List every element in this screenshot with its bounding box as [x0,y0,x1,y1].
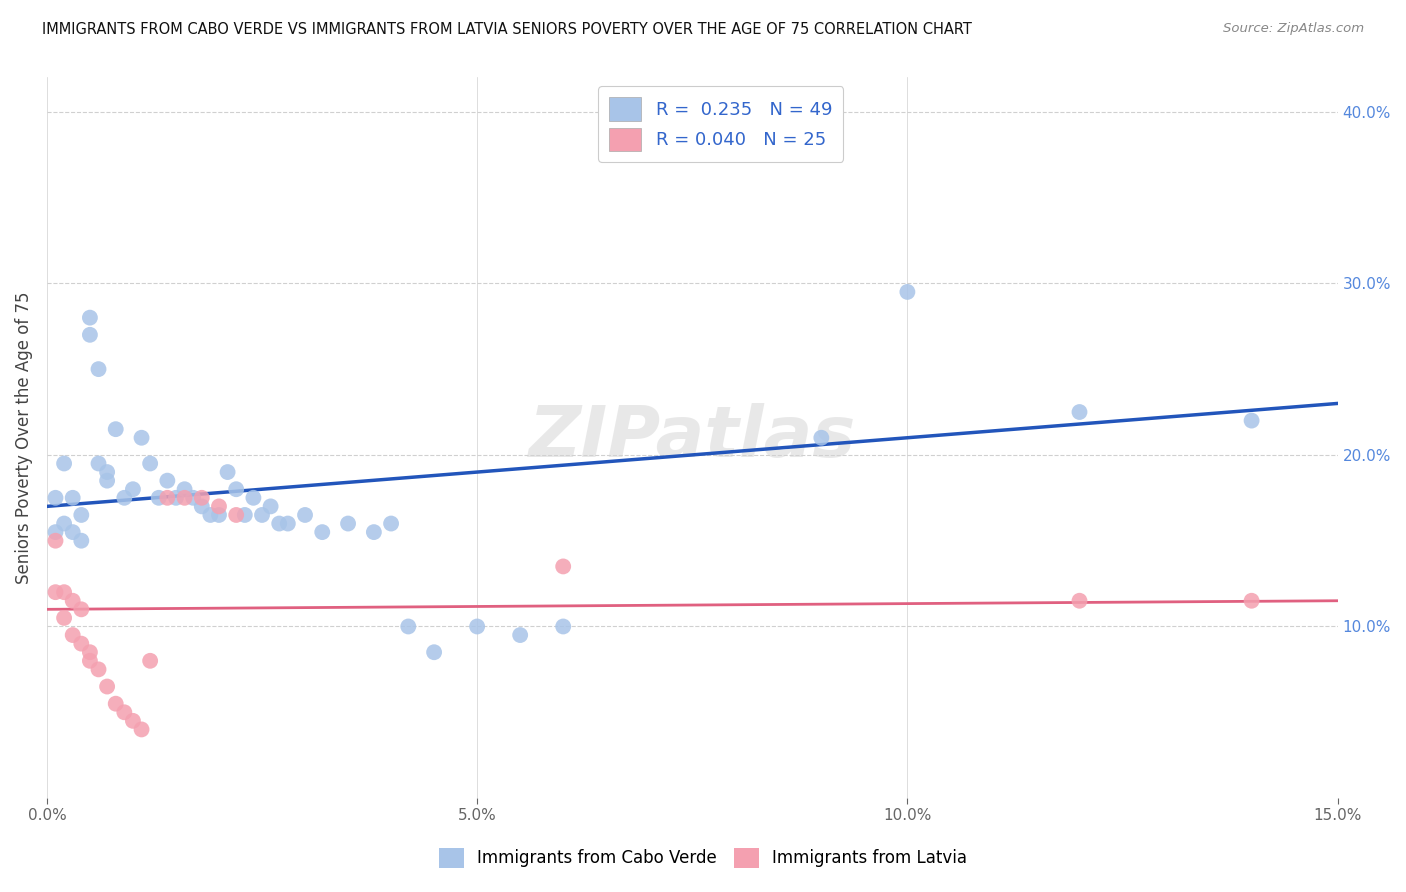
Point [242,491,264,505]
Point [122,482,145,496]
Point [96,465,118,479]
Point [233,508,256,522]
Point [200,508,222,522]
Point [62,628,84,642]
Point [250,508,273,522]
Point [363,525,385,540]
Point [87,362,110,376]
Point [1240,593,1263,607]
Point [70,533,93,548]
Point [225,508,247,522]
Point [423,645,446,659]
Text: ZIPatlas: ZIPatlas [529,403,856,472]
Point [191,491,214,505]
Point [173,491,195,505]
Point [131,723,153,737]
Point [139,457,162,471]
Point [79,654,101,668]
Text: IMMIGRANTS FROM CABO VERDE VS IMMIGRANTS FROM LATVIA SENIORS POVERTY OVER THE AG: IMMIGRANTS FROM CABO VERDE VS IMMIGRANTS… [42,22,972,37]
Point [79,645,101,659]
Point [104,422,127,436]
Point [139,654,162,668]
Point [104,697,127,711]
Point [181,491,204,505]
Point [44,525,66,540]
Point [44,491,66,505]
Point [122,714,145,728]
Point [156,491,179,505]
Y-axis label: Seniors Poverty Over the Age of 75: Seniors Poverty Over the Age of 75 [15,292,32,584]
Point [62,593,84,607]
Point [53,611,76,625]
Point [208,508,231,522]
Point [208,500,231,514]
Point [112,706,135,720]
Point [53,516,76,531]
Point [44,585,66,599]
Point [70,508,93,522]
Point [810,431,832,445]
Point [396,619,419,633]
Legend: Immigrants from Cabo Verde, Immigrants from Latvia: Immigrants from Cabo Verde, Immigrants f… [432,841,974,875]
Point [173,482,195,496]
Point [87,457,110,471]
Point [896,285,918,299]
Point [380,516,402,531]
Point [465,619,488,633]
Point [165,491,187,505]
Legend: R =  0.235   N = 49, R = 0.040   N = 25: R = 0.235 N = 49, R = 0.040 N = 25 [598,87,844,161]
Point [70,637,93,651]
Point [156,474,179,488]
Point [62,491,84,505]
Point [79,327,101,342]
Point [311,525,333,540]
Point [191,500,214,514]
Point [62,525,84,540]
Point [553,619,575,633]
Point [70,602,93,616]
Point [553,559,575,574]
Point [217,465,239,479]
Point [337,516,360,531]
Point [1069,593,1091,607]
Point [277,516,299,531]
Point [53,457,76,471]
Text: Source: ZipAtlas.com: Source: ZipAtlas.com [1223,22,1364,36]
Point [79,310,101,325]
Point [509,628,531,642]
Point [87,662,110,676]
Point [96,474,118,488]
Point [131,431,153,445]
Point [112,491,135,505]
Point [294,508,316,522]
Point [1069,405,1091,419]
Point [44,533,66,548]
Point [259,500,281,514]
Point [148,491,170,505]
Point [53,585,76,599]
Point [96,680,118,694]
Point [269,516,291,531]
Point [225,482,247,496]
Point [1240,414,1263,428]
